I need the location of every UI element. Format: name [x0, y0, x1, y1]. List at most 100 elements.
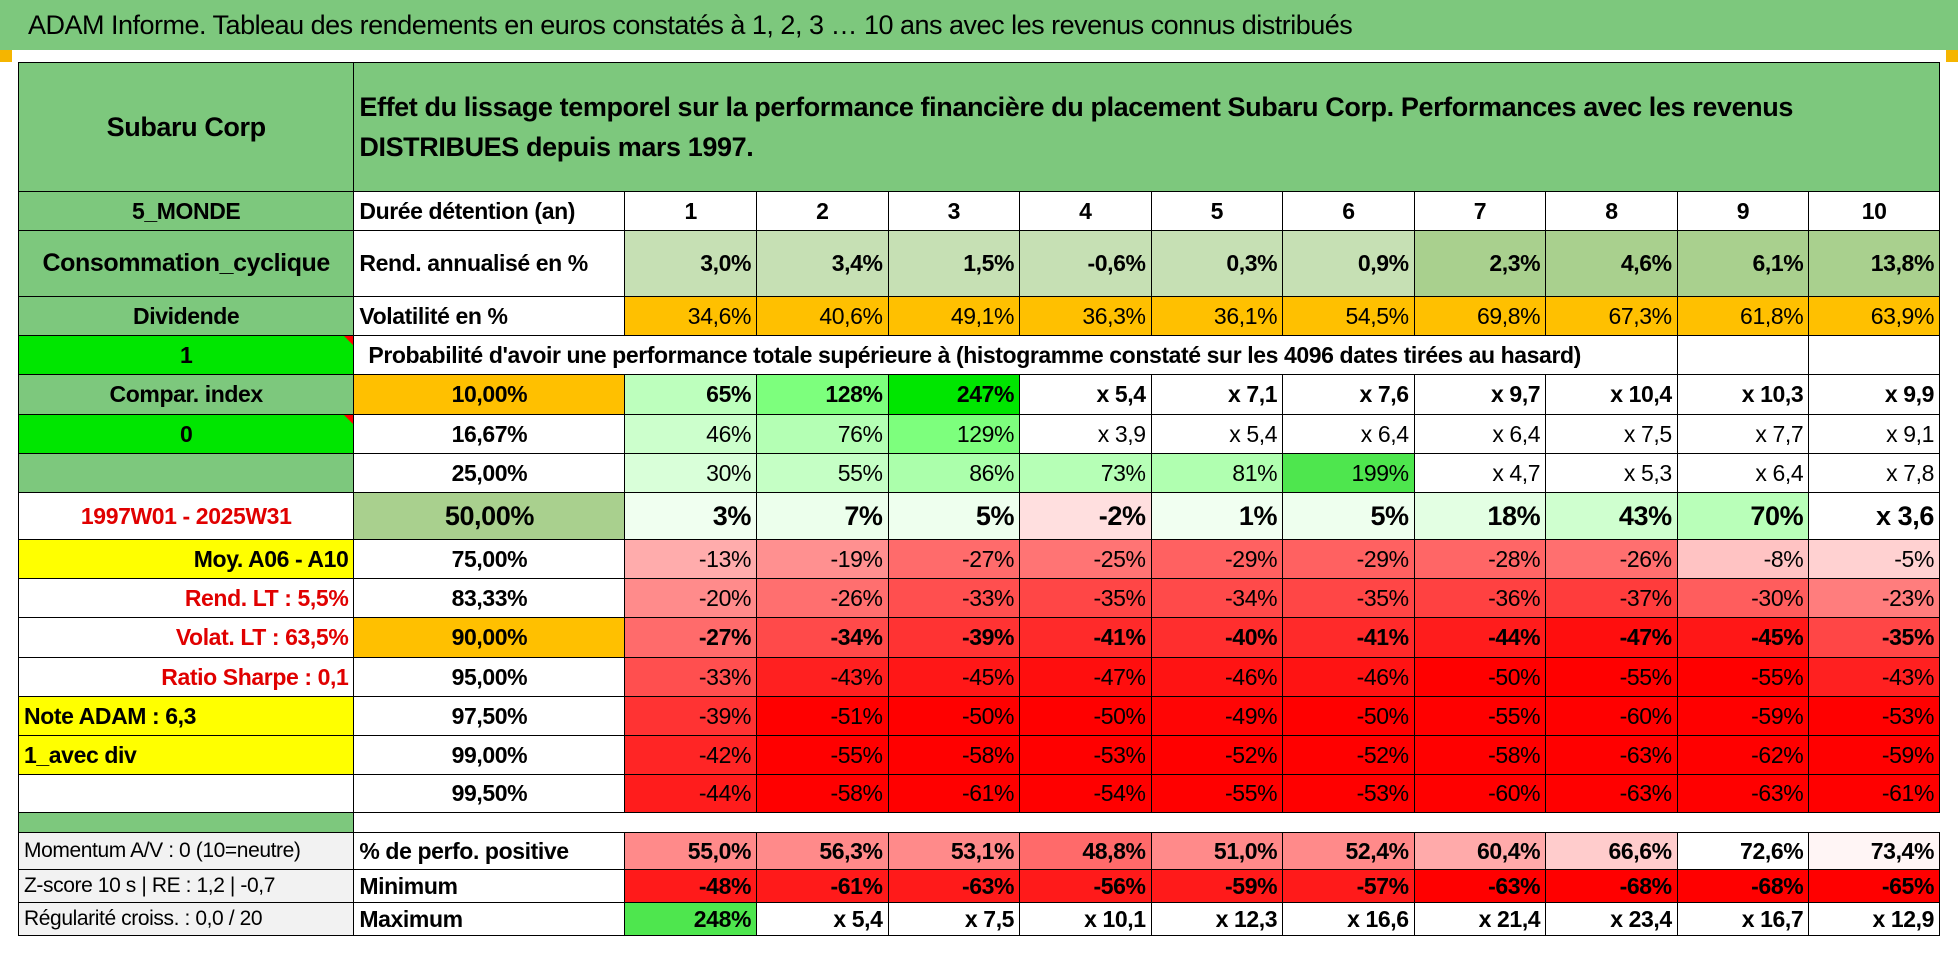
quantile-cell: -63%	[1545, 774, 1678, 813]
quantile-cell: -51%	[756, 696, 889, 736]
maximum-row: Régularité croiss. : 0,0 / 20 Maximum 248%…	[17, 902, 1940, 936]
quantile-cell: -60%	[1545, 696, 1678, 736]
table-description: Effet du lissage temporel sur la perform…	[353, 62, 1940, 192]
sector-label: Consommation_cyclique	[17, 230, 355, 297]
rend-cell: -0,6%	[1019, 230, 1152, 297]
positive-cell: 73,4%	[1808, 832, 1940, 870]
quantile-cell: -61%	[887, 774, 1021, 813]
quantile-row: 1_avec div 99,00% -42% -55% -58% -53% -52% -52%…	[17, 735, 1940, 775]
quantile-cell: -46%	[1150, 657, 1284, 697]
positive-cell: 51,0%	[1150, 832, 1284, 870]
year-header: 2	[756, 191, 889, 231]
quantile-cell: -50%	[1413, 657, 1547, 697]
minimum-cell: -59%	[1150, 869, 1284, 903]
rend-cell: 4,6%	[1545, 230, 1678, 297]
quantile-cell: 7%	[756, 492, 889, 540]
vol-cell: 69,8%	[1413, 296, 1547, 336]
quantile-cell: -47%	[1019, 657, 1152, 697]
left-label: Note ADAM : 6,3	[17, 696, 355, 736]
quantile-cell: -23%	[1808, 578, 1940, 618]
quantile-pct: 75,00%	[353, 539, 626, 579]
corner-marker-left	[0, 50, 12, 62]
quantile-cell: -47%	[1545, 617, 1678, 658]
quantile-cell: -37%	[1545, 578, 1678, 618]
quantile-cell: -41%	[1282, 617, 1415, 658]
positive-cell: 55,0%	[624, 832, 758, 870]
quantile-cell: -54%	[1019, 774, 1152, 813]
quantile-cell: -55%	[1545, 657, 1678, 697]
maximum-cell: x 10,1	[1019, 902, 1152, 936]
quantile-cell: -27%	[624, 617, 758, 658]
left-label: 1_avec div	[17, 735, 355, 775]
quantile-cell: x 6,4	[1282, 414, 1415, 454]
minimum-cell: -65%	[1808, 869, 1940, 903]
blank-cell	[1808, 335, 1940, 375]
quantile-cell: -40%	[1150, 617, 1284, 658]
flag-one: 1	[17, 335, 355, 375]
quantile-cell: -59%	[1676, 696, 1810, 736]
left-label: Volat. LT : 63,5%	[17, 617, 355, 658]
blank-cell	[1676, 335, 1810, 375]
quantile-cell: 30%	[624, 453, 758, 493]
year-header: 7	[1413, 191, 1547, 231]
quantile-pct: 90,00%	[353, 617, 626, 658]
quantile-cell: 247%	[887, 374, 1021, 415]
minimum-cell: -68%	[1545, 869, 1678, 903]
quantile-cell: -34%	[1150, 578, 1284, 618]
quantile-cell: 43%	[1545, 492, 1678, 540]
quantile-cell: -8%	[1676, 539, 1810, 579]
performance-table: Subaru Corp Effet du lissage temporel su…	[17, 62, 1940, 936]
quantile-cell: -39%	[624, 696, 758, 736]
quantile-cell: -39%	[887, 617, 1021, 658]
quantile-cell: -50%	[887, 696, 1021, 736]
year-header: 1	[624, 191, 758, 231]
quantile-cell: 55%	[756, 453, 889, 493]
rend-cell: 13,8%	[1808, 230, 1940, 297]
quantile-cell: -2%	[1019, 492, 1152, 540]
quantile-row: 99,50% -44% -58% -61% -54% -55% -53% -60% -63% -6…	[17, 774, 1940, 813]
year-header: 5	[1150, 191, 1284, 231]
quantile-cell: x 7,1	[1150, 374, 1284, 415]
quantile-cell: -49%	[1150, 696, 1284, 736]
quantile-cell: -55%	[1676, 657, 1810, 697]
rend-row: Consommation_cyclique Rend. annualisé en…	[17, 230, 1940, 297]
quantile-cell: -61%	[1808, 774, 1940, 813]
quantile-cell: -20%	[624, 578, 758, 618]
quantile-cell: -26%	[1545, 539, 1678, 579]
rend-cell: 0,9%	[1282, 230, 1415, 297]
left-label	[17, 774, 355, 813]
quantile-cell: -62%	[1676, 735, 1810, 775]
quantile-cell: 199%	[1282, 453, 1415, 493]
quantile-cell: x 7,5	[1545, 414, 1678, 454]
quantile-row: Compar. index 10,00% 65% 128% 247% x 5,4 x 7,1…	[17, 374, 1940, 415]
quantile-cell: -46%	[1282, 657, 1415, 697]
vol-label: Volatilité en %	[353, 296, 626, 336]
maximum-cell: x 12,9	[1808, 902, 1940, 936]
positive-row: Momentum A/V : 0 (10=neutre)% de perfo. …	[17, 832, 1940, 870]
quantile-cell: x 9,1	[1808, 414, 1940, 454]
positive-cell: 56,3%	[756, 832, 889, 870]
left-label: Ratio Sharpe : 0,1	[17, 657, 355, 697]
rend-cell: 2,3%	[1413, 230, 1547, 297]
quantile-cell: -52%	[1150, 735, 1284, 775]
quantile-cell: x 9,9	[1808, 374, 1940, 415]
left-label	[17, 453, 355, 493]
vol-cell: 61,8%	[1676, 296, 1810, 336]
quantile-cell: -35%	[1808, 617, 1940, 658]
rend-cell: 3,0%	[624, 230, 758, 297]
quantile-cell: 128%	[756, 374, 889, 415]
positive-cell: 52,4%	[1282, 832, 1415, 870]
vol-cell: 49,1%	[887, 296, 1021, 336]
quantile-cell: -43%	[756, 657, 889, 697]
quantile-cell: -30%	[1676, 578, 1810, 618]
maximum-cell: x 12,3	[1150, 902, 1284, 936]
quantile-cell: -29%	[1282, 539, 1415, 579]
quantile-cell: x 7,8	[1808, 453, 1940, 493]
quantile-pct: 99,00%	[353, 735, 626, 775]
type-label: Dividende	[17, 296, 355, 336]
minimum-cell: -48%	[624, 869, 758, 903]
header-row: Subaru Corp Effet du lissage temporel su…	[17, 62, 1940, 192]
vol-cell: 36,3%	[1019, 296, 1152, 336]
duree-label: Durée détention (an)	[353, 191, 626, 231]
quantile-cell: x 3,6	[1808, 492, 1940, 540]
